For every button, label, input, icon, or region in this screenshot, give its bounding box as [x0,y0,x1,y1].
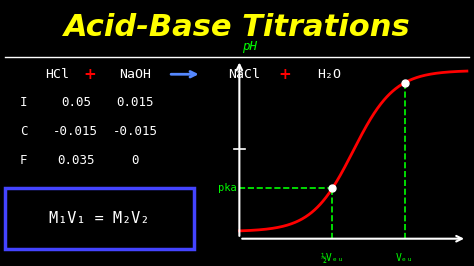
Text: 0.015: 0.015 [116,95,154,109]
Text: 0: 0 [131,154,139,167]
Text: NaOH: NaOH [119,68,151,81]
Text: -0.015: -0.015 [113,125,157,138]
Text: Acid-Base Titrations: Acid-Base Titrations [64,13,410,42]
Text: M₁V₁ = M₂V₂: M₁V₁ = M₂V₂ [49,211,150,226]
Text: +: + [84,67,96,82]
Text: pka: pka [218,183,237,193]
Text: 0.035: 0.035 [57,154,95,167]
Bar [5,188,194,249]
Text: H₂O: H₂O [318,68,341,81]
Text: I: I [20,95,27,109]
Text: F: F [20,154,27,167]
Text: ½Vₑᵤ: ½Vₑᵤ [321,253,344,263]
Text: -0.015: -0.015 [54,125,98,138]
Text: HCl: HCl [45,68,69,81]
Text: +: + [278,67,291,82]
Text: C: C [20,125,27,138]
Text: 0.05: 0.05 [61,95,91,109]
Text: Vₑᵤ: Vₑᵤ [396,253,414,263]
Text: NaCl: NaCl [228,68,260,81]
Text: pH: pH [242,40,257,53]
